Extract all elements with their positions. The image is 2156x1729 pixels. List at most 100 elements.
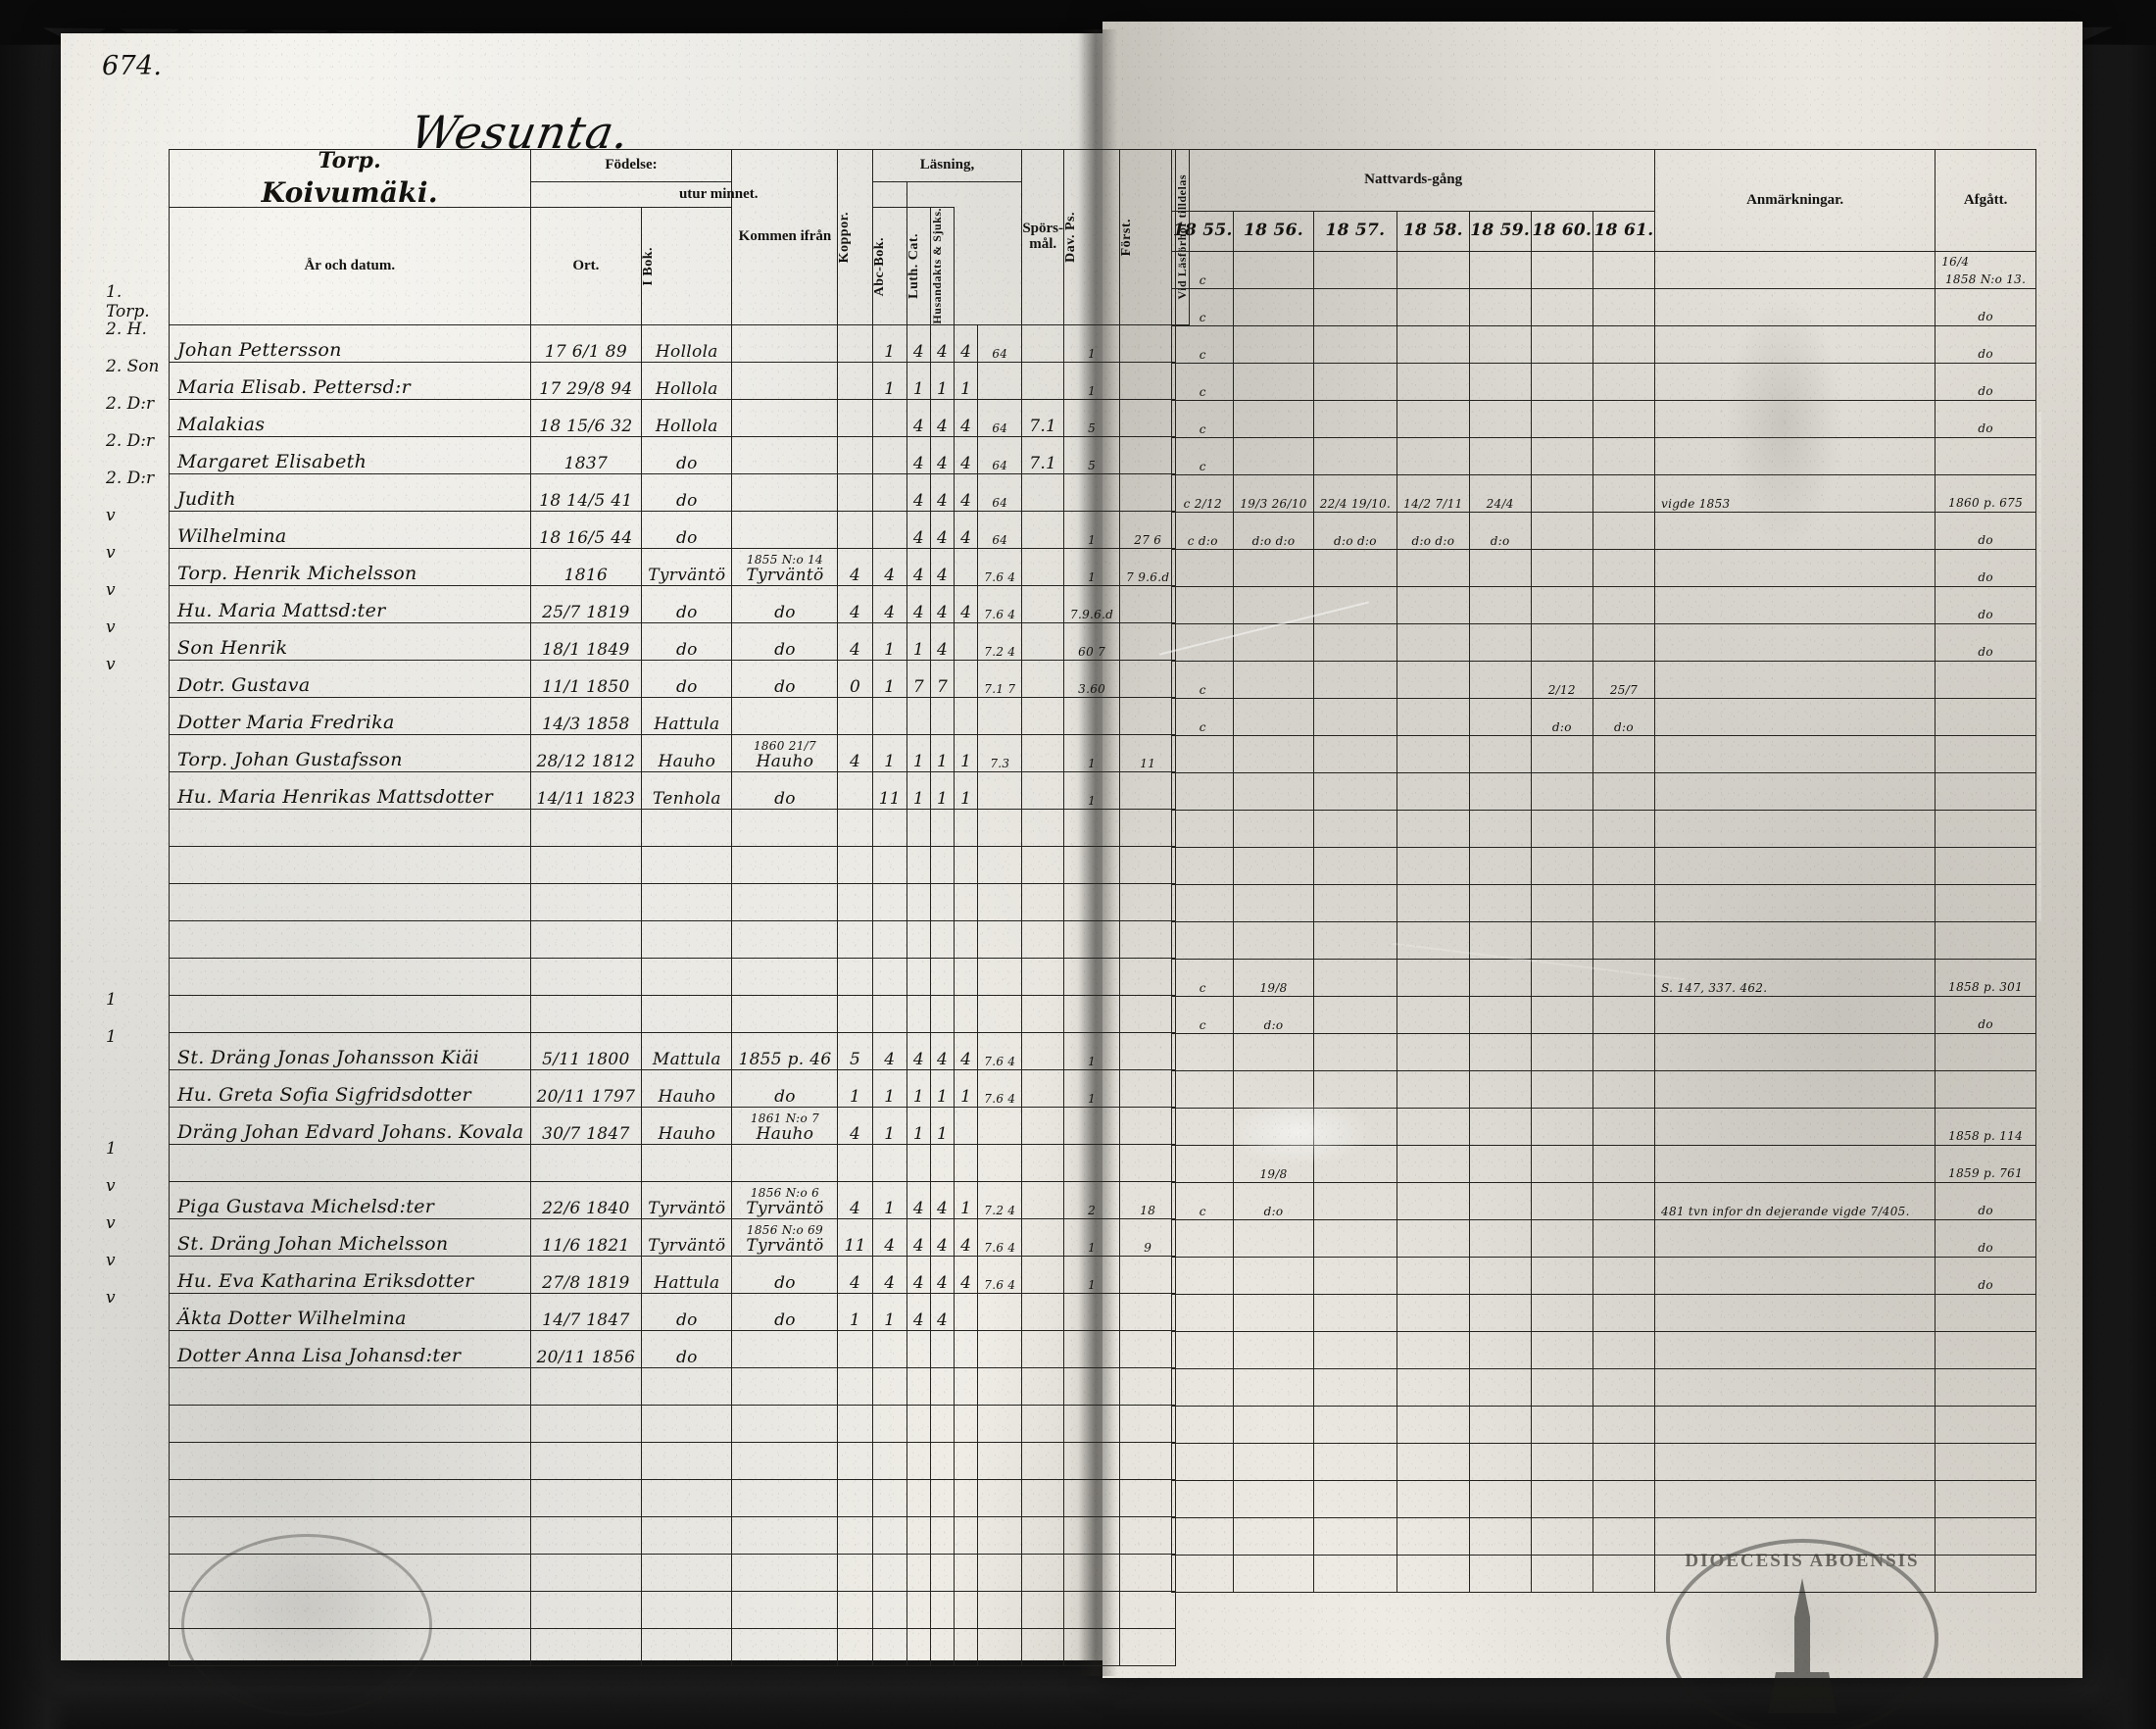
cell-luth-cat-24: 4 — [930, 1218, 956, 1258]
cell-communion-15-5 — [1530, 810, 1593, 848]
cell-abc-book-25: 4 — [906, 1256, 932, 1295]
cell-in-book-31 — [871, 1479, 907, 1518]
cell-notes-19: S. 147, 337. 462. — [1654, 959, 1936, 997]
cell-in-book-29 — [871, 1405, 907, 1444]
cell-name-15 — [169, 883, 531, 922]
cell-questions-27 — [977, 1330, 1023, 1369]
cell-birth-year-28 — [529, 1367, 643, 1407]
cell-name-28 — [169, 1367, 531, 1407]
cell-communion-34-5 — [1530, 1517, 1593, 1556]
cell-communion-12-0: c — [1171, 698, 1235, 736]
cell-communion-32-2 — [1312, 1443, 1398, 1481]
cell-first-33 — [1063, 1554, 1121, 1593]
cell-abc-book-23: 4 — [906, 1181, 932, 1220]
cell-communion-13-6 — [1592, 735, 1656, 773]
table-row: St. Dräng Johan Michelsson 11/6 1821 Tyrvä… — [169, 1218, 1190, 1258]
cell-luth-cat-5: 4 — [930, 511, 956, 550]
cell-first-26 — [1063, 1293, 1121, 1332]
cell-communion-16-1 — [1233, 847, 1314, 885]
cell-husandakts-12: 1 — [954, 771, 979, 811]
cell-notes-6: vigde 1853 — [1654, 474, 1936, 513]
row-tick-15 — [106, 841, 167, 878]
cell-questions-10 — [977, 697, 1023, 736]
cell-communion-11-5: 2/12 — [1530, 661, 1593, 699]
cell-communion-29-0 — [1171, 1331, 1235, 1369]
cell-spacer-0 — [1135, 252, 1172, 289]
cell-communion-33-3 — [1396, 1480, 1470, 1518]
cell-departed-33 — [1935, 1480, 2036, 1518]
cell-communion-9-2 — [1312, 586, 1398, 624]
cell-came-from-25: do — [731, 1256, 839, 1295]
cell-communion-20-2 — [1312, 996, 1398, 1034]
cell-departed-0: 16/4 1858 N:o 13. — [1935, 251, 2036, 289]
cell-birth-place-25: Hattula — [641, 1256, 733, 1295]
cell-dav-ps-14 — [1021, 846, 1065, 885]
cell-communion-13-1 — [1233, 735, 1314, 773]
cell-admitted-6: 7 9.6.d — [1119, 548, 1177, 587]
cell-first-12: 1 — [1063, 771, 1121, 811]
cell-spacer-4 — [1135, 401, 1172, 438]
cell-communion-5-2 — [1312, 437, 1398, 475]
cell-communion-28-1 — [1233, 1294, 1314, 1332]
cell-birth-year-25: 27/8 1819 — [529, 1256, 643, 1295]
cell-husandakts-34 — [954, 1591, 979, 1630]
row-tick-22 — [106, 1102, 167, 1139]
cell-communion-31-2 — [1312, 1406, 1398, 1444]
cell-abc-book-17 — [906, 958, 932, 997]
cell-communion-21-4 — [1468, 1033, 1532, 1071]
cell-dav-ps-22 — [1021, 1144, 1065, 1183]
cell-communion-31-6 — [1592, 1406, 1656, 1444]
cell-abc-book-15 — [906, 883, 932, 922]
cell-luth-cat-26: 4 — [930, 1293, 956, 1332]
cell-questions-26 — [977, 1293, 1023, 1332]
cell-first-27 — [1063, 1330, 1121, 1369]
cell-spacer-32 — [1135, 1444, 1172, 1481]
cell-pox-24: 11 — [837, 1218, 873, 1258]
cell-abc-book-10 — [906, 697, 932, 736]
cell-communion-3-0: c — [1171, 363, 1235, 401]
cell-communion-26-2 — [1312, 1219, 1398, 1258]
cell-dav-ps-15 — [1021, 883, 1065, 922]
cell-spacer-23 — [1135, 1109, 1172, 1146]
cell-luth-cat-28 — [930, 1367, 956, 1407]
cell-questions-14 — [977, 846, 1023, 885]
row-tick-28 — [106, 1325, 167, 1362]
header-communion-group: Nattvards-gång — [1171, 149, 1656, 212]
table-row: do — [1135, 586, 2036, 624]
cell-luth-cat-11: 1 — [930, 734, 956, 773]
table-row: Son Henrik 18/1 1849 do do 4 1 1 4 7.2 4 60 7 — [169, 622, 1190, 662]
cell-communion-14-3 — [1396, 772, 1470, 811]
cell-name-10: Dotter Maria Fredrika — [169, 697, 531, 736]
row-tick-29 — [106, 1362, 167, 1400]
cell-communion-14-1 — [1233, 772, 1314, 811]
cell-in-book-23: 1 — [871, 1181, 907, 1220]
cell-luth-cat-35 — [930, 1628, 956, 1667]
cell-communion-6-6 — [1592, 474, 1656, 513]
cell-husandakts-24: 4 — [954, 1218, 979, 1258]
cell-birth-year-31 — [529, 1479, 643, 1518]
row-tick-23: 1 — [106, 1139, 117, 1159]
table-row: Torp. Henrik Michelsson 1816 Tyrväntö 1855 … — [169, 548, 1190, 587]
cell-birth-year-13 — [529, 809, 643, 848]
cell-communion-7-3: d:o d:o — [1396, 512, 1470, 550]
cell-birth-year-5: 18 16/5 44 — [529, 511, 643, 550]
table-row: c do — [1135, 325, 2036, 364]
cell-in-book-9: 1 — [871, 660, 907, 699]
cell-dav-ps-29 — [1021, 1405, 1065, 1444]
cell-first-15 — [1063, 883, 1121, 922]
cell-communion-28-0 — [1171, 1294, 1235, 1332]
cell-birth-place-33 — [641, 1554, 733, 1593]
cell-communion-3-6 — [1592, 363, 1656, 401]
cell-spacer-9 — [1135, 587, 1172, 624]
cell-in-book-7: 4 — [871, 585, 907, 624]
cell-dav-ps-20 — [1021, 1069, 1065, 1109]
cell-communion-14-0 — [1171, 772, 1235, 811]
cell-communion-12-5: d:o — [1530, 698, 1593, 736]
cell-spacer-19 — [1135, 960, 1172, 997]
cell-communion-3-2 — [1312, 363, 1398, 401]
cell-luth-cat-32 — [930, 1516, 956, 1556]
cell-first-20: 1 — [1063, 1069, 1121, 1109]
cell-departed-34 — [1935, 1517, 2036, 1556]
table-row — [1135, 735, 2036, 773]
cell-spacer-17 — [1135, 885, 1172, 922]
